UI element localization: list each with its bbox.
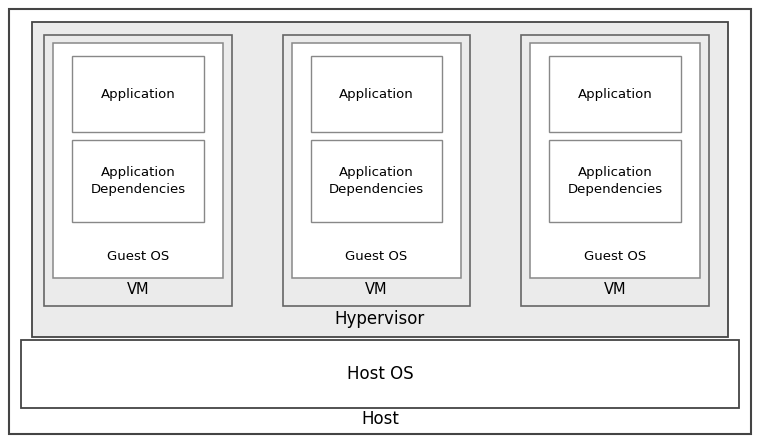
Text: VM: VM: [127, 282, 149, 297]
Text: Application: Application: [339, 88, 414, 101]
FancyBboxPatch shape: [311, 56, 442, 132]
FancyBboxPatch shape: [292, 43, 461, 278]
Text: Host: Host: [361, 410, 399, 428]
Text: Application
Dependencies: Application Dependencies: [329, 166, 424, 196]
FancyBboxPatch shape: [521, 35, 709, 306]
Text: Guest OS: Guest OS: [107, 250, 169, 263]
FancyBboxPatch shape: [283, 35, 470, 306]
FancyBboxPatch shape: [311, 140, 442, 222]
Text: Guest OS: Guest OS: [346, 250, 407, 263]
Text: VM: VM: [604, 282, 626, 297]
FancyBboxPatch shape: [32, 22, 728, 337]
FancyBboxPatch shape: [530, 43, 700, 278]
FancyBboxPatch shape: [549, 56, 681, 132]
Text: Host OS: Host OS: [347, 365, 413, 383]
FancyBboxPatch shape: [9, 9, 751, 434]
Text: Application
Dependencies: Application Dependencies: [568, 166, 663, 196]
Text: Guest OS: Guest OS: [584, 250, 646, 263]
FancyBboxPatch shape: [21, 340, 739, 408]
Text: VM: VM: [366, 282, 388, 297]
FancyBboxPatch shape: [72, 140, 204, 222]
Text: Application: Application: [100, 88, 176, 101]
Text: Application: Application: [578, 88, 653, 101]
Text: Application
Dependencies: Application Dependencies: [90, 166, 185, 196]
FancyBboxPatch shape: [72, 56, 204, 132]
FancyBboxPatch shape: [549, 140, 681, 222]
FancyBboxPatch shape: [53, 43, 223, 278]
FancyBboxPatch shape: [44, 35, 232, 306]
Text: Hypervisor: Hypervisor: [335, 310, 425, 328]
